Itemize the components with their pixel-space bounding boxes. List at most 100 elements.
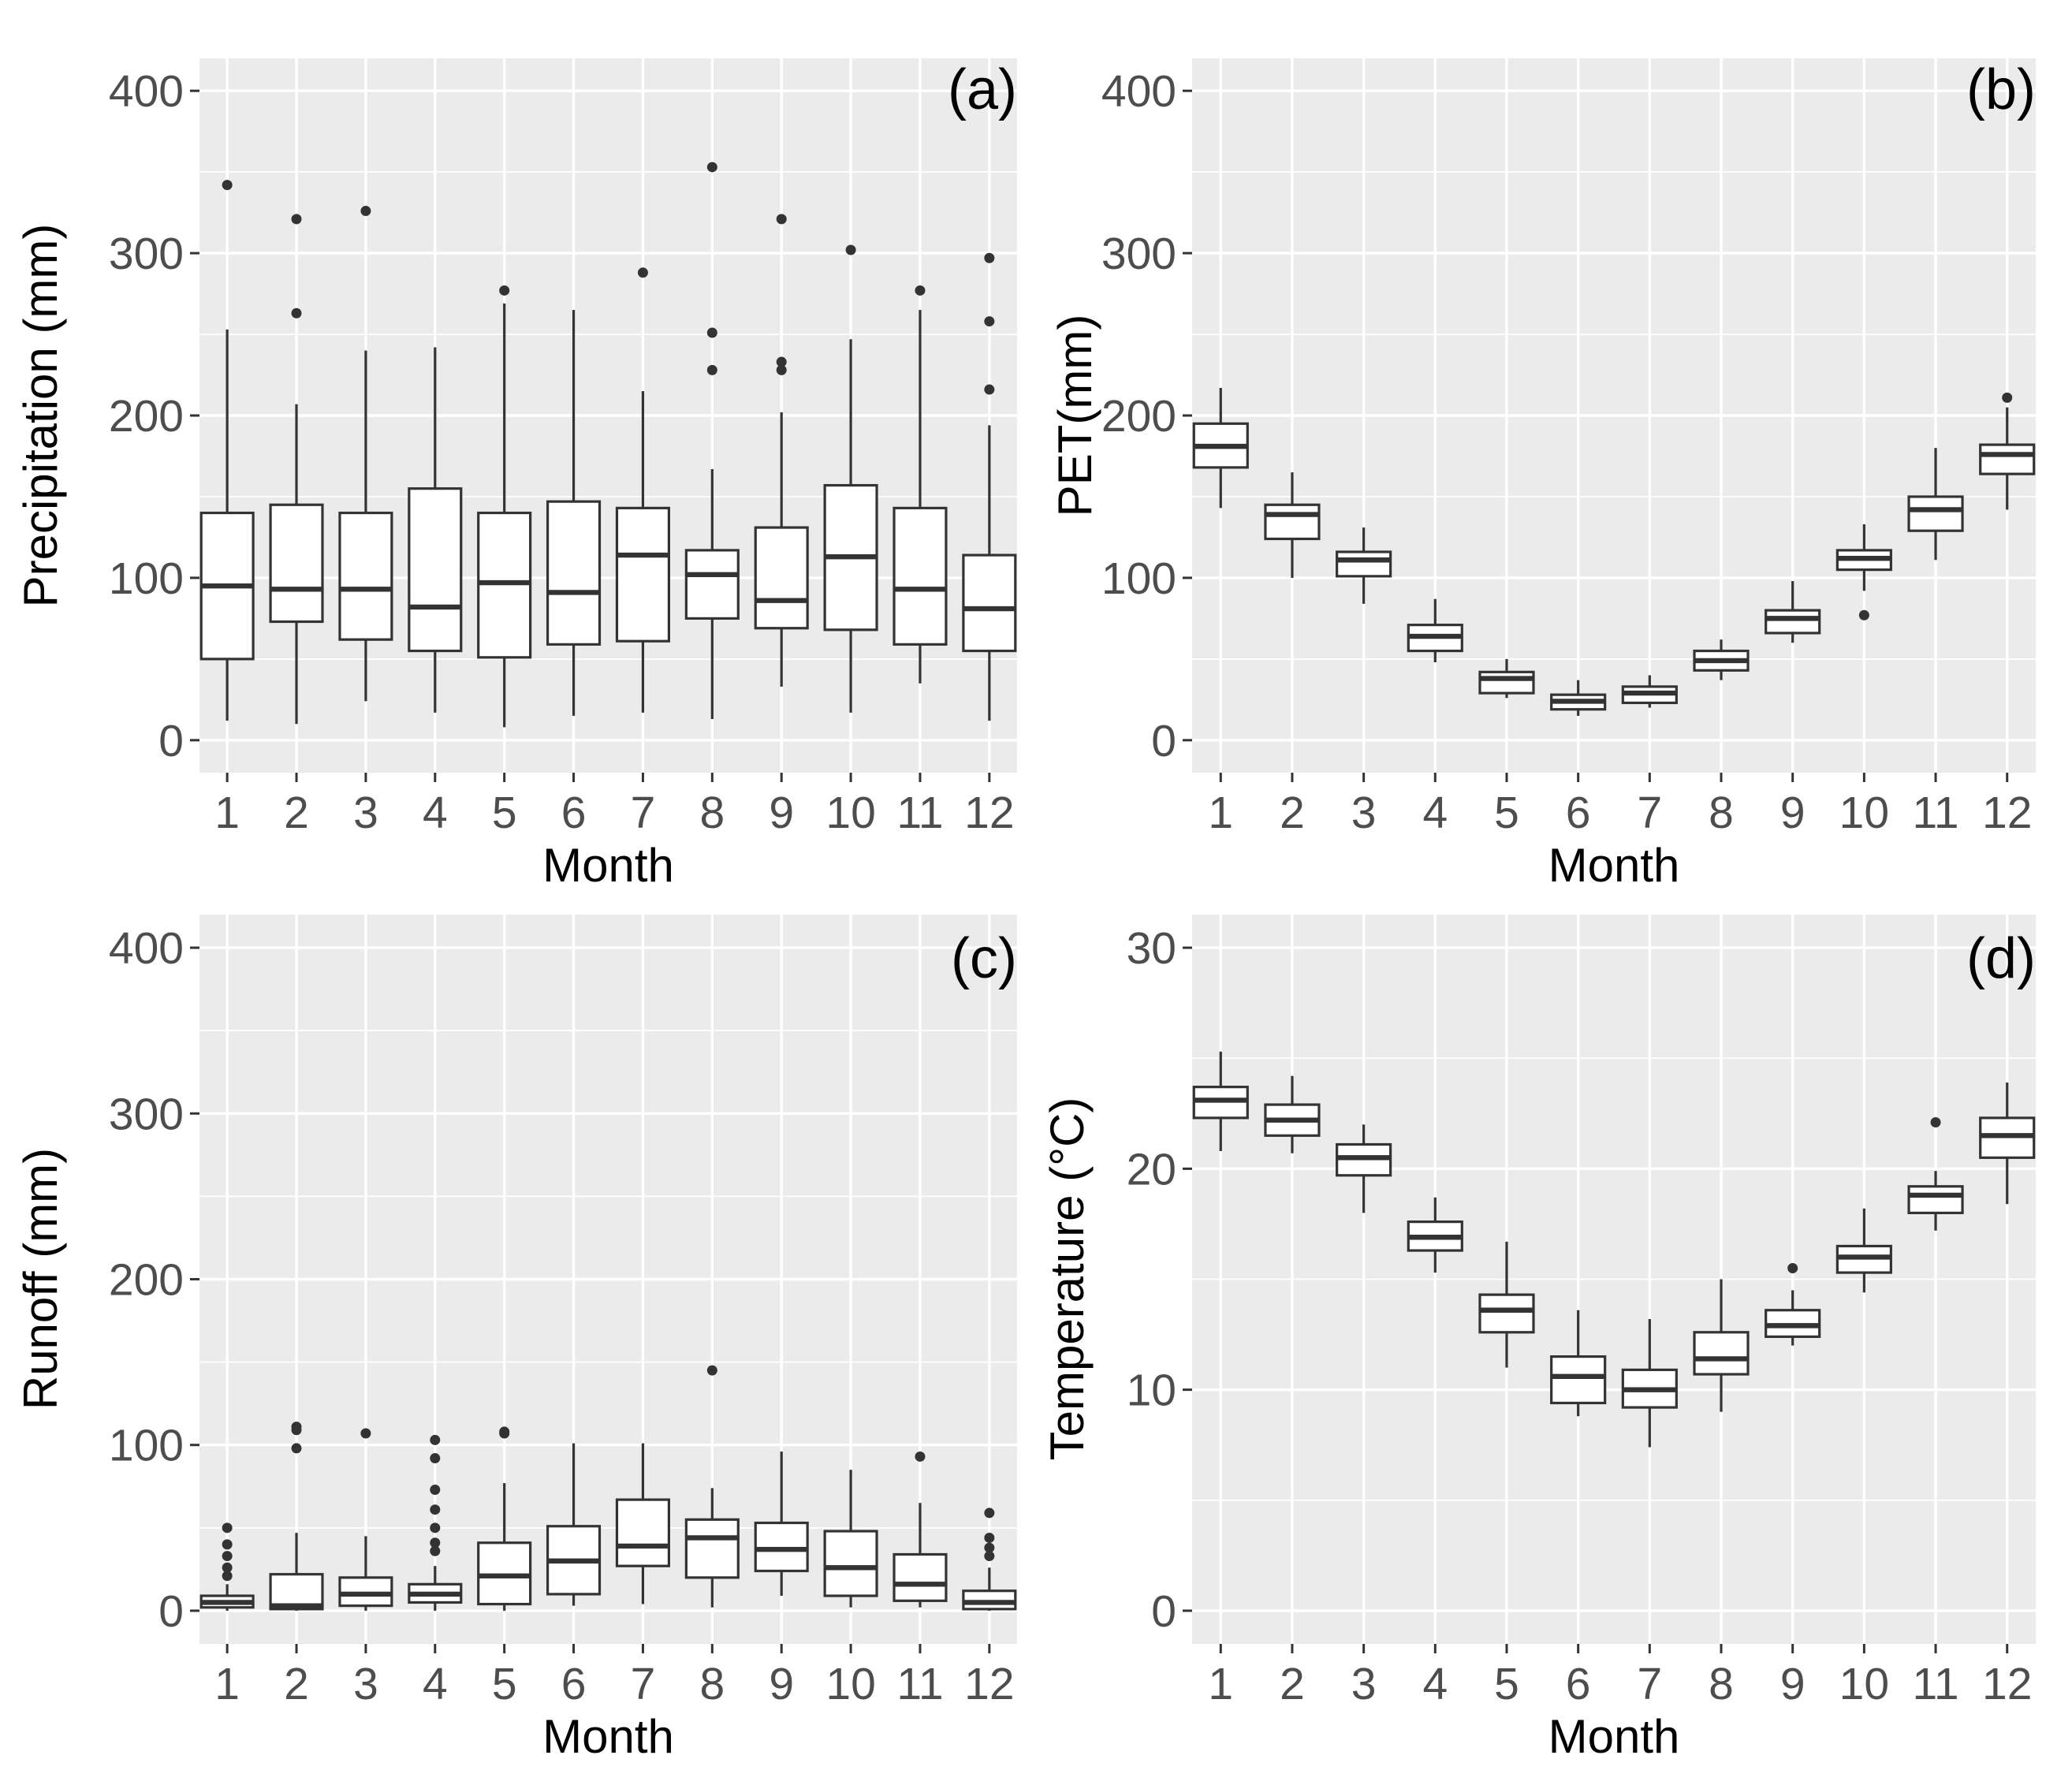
x-tick-label: 10 bbox=[825, 788, 875, 838]
x-tick-label: 9 bbox=[1780, 1659, 1806, 1709]
x-tick-label: 12 bbox=[964, 1659, 1014, 1709]
box-month-12 bbox=[1979, 1083, 2036, 1205]
outlier-point bbox=[706, 1365, 717, 1376]
box-month-10 bbox=[1835, 1208, 1892, 1293]
x-tick-label: 4 bbox=[1422, 788, 1448, 838]
x-tick-label: 1 bbox=[1208, 1659, 1233, 1709]
box-month-2 bbox=[1264, 1075, 1321, 1153]
y-tick-label: 300 bbox=[109, 229, 184, 279]
x-tick-label: 5 bbox=[1494, 788, 1519, 838]
x-tick-label: 7 bbox=[1637, 1659, 1662, 1709]
x-tick-label: 7 bbox=[1637, 788, 1662, 838]
outlier-point bbox=[776, 364, 787, 375]
panel-tag: (d) bbox=[1966, 927, 2036, 990]
box-month-4 bbox=[1407, 598, 1463, 662]
x-tick-label: 3 bbox=[1351, 1659, 1377, 1709]
outlier-point bbox=[222, 1522, 233, 1533]
x-tick-label: 6 bbox=[1566, 1659, 1591, 1709]
box-month-8 bbox=[684, 1365, 740, 1608]
outlier-point bbox=[222, 180, 233, 191]
x-tick-label: 1 bbox=[214, 788, 240, 838]
outlier-point bbox=[291, 1443, 302, 1454]
y-tick-label: 100 bbox=[1101, 553, 1176, 604]
x-tick-label: 5 bbox=[1494, 1659, 1519, 1709]
outlier-point bbox=[915, 1451, 926, 1462]
y-tick-label: 20 bbox=[1127, 1144, 1176, 1194]
outlier-point bbox=[706, 364, 717, 375]
box-month-3 bbox=[338, 1428, 393, 1611]
y-tick-label: 100 bbox=[109, 553, 184, 604]
x-axis-title: Month bbox=[1548, 1710, 1680, 1763]
x-tick-label: 8 bbox=[699, 788, 725, 838]
box-month-4 bbox=[408, 347, 463, 713]
outlier-point bbox=[222, 1562, 233, 1573]
box-iqr bbox=[823, 1530, 878, 1597]
box-month-4 bbox=[1407, 1197, 1463, 1273]
outlier-point bbox=[499, 1426, 510, 1437]
y-tick-label: 300 bbox=[109, 1089, 184, 1139]
box-iqr bbox=[684, 1518, 740, 1579]
box-month-11 bbox=[1907, 448, 1964, 561]
box-month-1 bbox=[1192, 387, 1249, 509]
box-iqr bbox=[408, 487, 463, 653]
y-tick-label: 200 bbox=[109, 391, 184, 442]
box-month-12 bbox=[962, 1507, 1017, 1611]
outlier-point bbox=[706, 162, 717, 173]
outlier-point bbox=[984, 1507, 995, 1519]
outlier-point bbox=[430, 1537, 441, 1548]
y-tick-label: 100 bbox=[109, 1421, 184, 1471]
box-iqr bbox=[684, 549, 740, 620]
box-month-2 bbox=[1264, 472, 1321, 578]
box-month-9 bbox=[1765, 581, 1821, 643]
x-tick-label: 1 bbox=[214, 1659, 240, 1709]
box-iqr bbox=[338, 511, 393, 641]
box-month-3 bbox=[338, 206, 393, 702]
x-tick-label: 2 bbox=[284, 1659, 309, 1709]
outlier-point bbox=[1858, 609, 1869, 620]
box-iqr bbox=[1765, 609, 1821, 635]
box-month-7 bbox=[1621, 675, 1678, 708]
x-tick-label: 2 bbox=[1280, 788, 1305, 838]
x-tick-label: 7 bbox=[631, 1659, 656, 1709]
box-month-5 bbox=[1478, 658, 1535, 699]
x-axis-title: Month bbox=[1548, 839, 1680, 892]
box-iqr bbox=[1907, 495, 1964, 532]
x-tick-label: 6 bbox=[561, 788, 587, 838]
outlier-point bbox=[430, 1522, 441, 1533]
box-month-1 bbox=[199, 1522, 255, 1611]
outlier-point bbox=[2002, 392, 2013, 403]
outlier-point bbox=[637, 267, 648, 278]
x-tick-label: 3 bbox=[1351, 788, 1377, 838]
x-axis-title: Month bbox=[542, 1710, 674, 1763]
box-month-7 bbox=[1621, 1318, 1678, 1448]
box-month-10 bbox=[1835, 524, 1892, 620]
x-tick-label: 5 bbox=[492, 1659, 517, 1709]
box-month-3 bbox=[1336, 1124, 1392, 1213]
box-month-4 bbox=[408, 1434, 463, 1611]
panel-tag: (b) bbox=[1966, 58, 2036, 121]
box-month-7 bbox=[615, 1443, 670, 1604]
x-tick-label: 2 bbox=[284, 788, 309, 838]
x-tick-label: 11 bbox=[896, 1659, 943, 1709]
box-month-5 bbox=[1478, 1241, 1535, 1368]
outlier-point bbox=[845, 244, 856, 255]
x-tick-label: 9 bbox=[1780, 788, 1806, 838]
box-month-2 bbox=[269, 1422, 324, 1611]
outlier-point bbox=[1787, 1262, 1798, 1273]
y-axis-title: Precipitation (mm) bbox=[14, 224, 67, 608]
box-month-8 bbox=[684, 162, 740, 720]
x-tick-label: 11 bbox=[896, 788, 943, 838]
x-tick-label: 4 bbox=[423, 1659, 448, 1709]
box-month-5 bbox=[477, 285, 532, 728]
box-month-2 bbox=[269, 214, 324, 725]
y-tick-label: 30 bbox=[1127, 923, 1176, 974]
outlier-point bbox=[984, 1551, 995, 1562]
outlier-point bbox=[430, 1504, 441, 1515]
box-iqr bbox=[615, 1498, 670, 1567]
outlier-point bbox=[222, 1539, 233, 1550]
box-iqr bbox=[1693, 1331, 1750, 1376]
